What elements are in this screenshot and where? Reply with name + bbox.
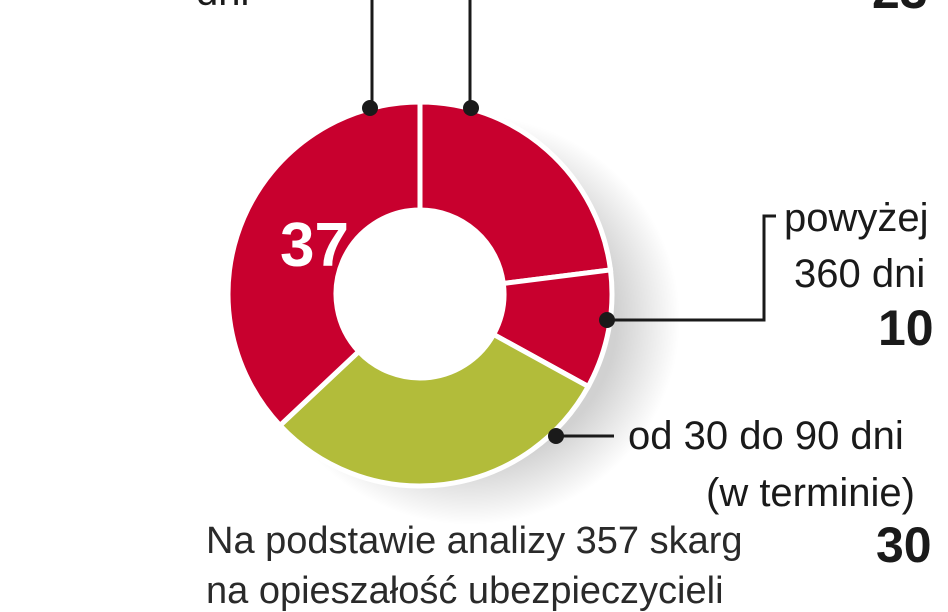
leader-dot-30	[548, 428, 564, 444]
leader-dot-10	[599, 312, 615, 328]
value-top-right: 23	[872, 0, 928, 16]
value-above-360: 10	[878, 300, 934, 356]
leader-dot-23	[463, 100, 479, 116]
donut-hole	[336, 210, 504, 378]
label-term-line2: (w terminie)	[706, 471, 915, 515]
leader-line-10	[608, 214, 776, 322]
leader-lines	[362, 0, 776, 444]
label-above-360-line1: powyżej	[784, 196, 929, 240]
label-top-left-fragment: dni	[196, 0, 249, 12]
value-term: 30	[876, 517, 932, 573]
donut-chart	[225, 0, 776, 525]
value-inside-slice: 37	[280, 211, 349, 280]
slices-layer	[225, 99, 615, 489]
label-term-line1: od 30 do 90 dni	[628, 414, 904, 458]
label-above-360-line2: 360 dni	[794, 252, 926, 296]
leader-dot-37	[362, 100, 378, 116]
footnote-line1: Na podstawie analizy 357 skarg	[206, 520, 743, 562]
footnote-line2: na opieszałość ubezpieczycieli	[206, 570, 724, 612]
